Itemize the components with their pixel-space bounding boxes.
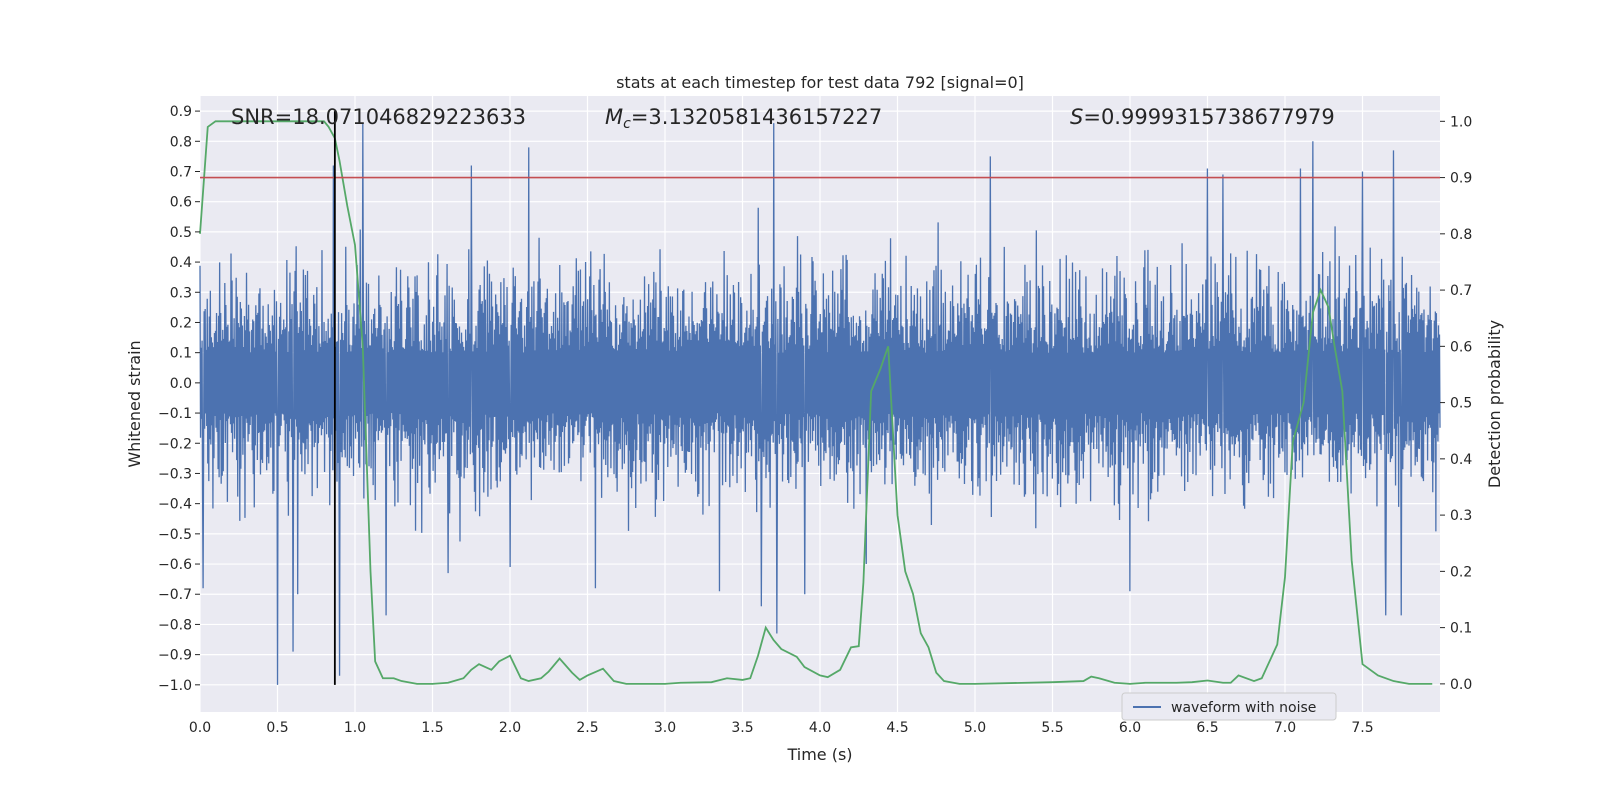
legend: waveform with noise [1121,692,1337,721]
x-tick-label: 6.5 [1196,720,1218,736]
y-tick-label-left: 0.7 [170,164,192,180]
y-tick-label-left: 0.2 [170,315,192,331]
mc-annotation: Mc=3.1320581436157227 [605,105,882,132]
y-tick-label-left: −0.6 [158,557,192,573]
y-tick-label-left: 0.1 [170,346,192,362]
y-tick-label-right: 1.0 [1450,114,1472,130]
y-tick-label-left: −1.0 [158,678,192,694]
s-annotation: S=0.9999315738677979 [1070,105,1335,129]
strain-series [199,123,1441,685]
s-value: =0.9999315738677979 [1083,105,1334,129]
x-tick-label: 6.0 [1119,720,1141,736]
y-tick-label-left: −0.2 [158,436,192,452]
x-tick-label: 5.5 [1041,720,1063,736]
y-tick-label-right: 0.3 [1450,508,1472,524]
y-tick-label-right: 0.4 [1450,452,1472,468]
y-tick-label-right: 0.8 [1450,227,1472,243]
y-tick-label-left: −0.9 [158,648,192,664]
x-tick-label: 7.5 [1351,720,1373,736]
y-tick-label-right: 0.0 [1450,677,1472,693]
x-axis-label: Time (s) [786,745,852,764]
y-tick-label-left: −0.5 [158,527,192,543]
mc-subscript: c [623,116,631,132]
x-tick-label: 3.0 [654,720,676,736]
y-tick-label-left: 0.3 [170,285,192,301]
y-tick-label-left: 0.5 [170,225,192,241]
x-tick-label: 4.0 [809,720,831,736]
waveform-with-noise-line [199,123,1441,685]
x-tick-label: 3.5 [731,720,753,736]
y-tick-label-left: 0.9 [170,104,192,120]
y-tick-label-left: 0.0 [170,376,192,392]
y-tick-label-right: 0.2 [1450,564,1472,580]
y-tick-label-right: 0.6 [1450,339,1472,355]
reference-lines [200,111,1440,685]
y-tick-label-left: −0.7 [158,587,192,603]
probability-series [199,120,1433,685]
s-symbol: S [1070,105,1083,129]
x-tick-label: 1.5 [421,720,443,736]
mc-symbol: M [605,105,623,129]
y-tick-label-right: 0.5 [1450,396,1472,412]
x-tick-label: 2.0 [499,720,521,736]
y-tick-label-left: 0.4 [170,255,192,271]
y-tick-label-right: 0.7 [1450,283,1472,299]
x-tick-label: 4.5 [886,720,908,736]
x-tick-label: 2.5 [576,720,598,736]
y-tick-label-left: 0.6 [170,195,192,211]
y-tick-label-left: −0.4 [158,497,192,513]
detection-probability-line [199,120,1433,685]
x-tick-label: 1.0 [344,720,366,736]
mc-value: =3.1320581436157227 [631,105,882,129]
x-tick-label: 0.5 [266,720,288,736]
x-tick-label: 7.0 [1274,720,1296,736]
y-axis-label-right: Detection probability [1485,320,1504,488]
y-tick-label-left: −0.8 [158,617,192,633]
legend-box [1121,692,1337,721]
x-tick-label: 5.0 [964,720,986,736]
snr-annotation: SNR=18.071046829223633 [231,105,526,129]
y-tick-label-right: 0.1 [1450,621,1472,637]
y-axis-label-left: Whitened strain [125,340,144,467]
y-tick-label-left: −0.1 [158,406,192,422]
legend-label: waveform with noise [1171,700,1316,716]
chart-title: stats at each timestep for test data 792… [616,73,1024,92]
y-tick-label-left: 0.8 [170,134,192,150]
x-tick-label: 0.0 [189,720,211,736]
y-tick-label-right: 0.9 [1450,171,1472,187]
y-tick-label-left: −0.3 [158,466,192,482]
tick-labels: 0.0 0.5 1.0 1.5 2.0 2.5 3.0 3.5 4.0 4.5 5.0 5.5 6.0 6… [158,104,1472,736]
